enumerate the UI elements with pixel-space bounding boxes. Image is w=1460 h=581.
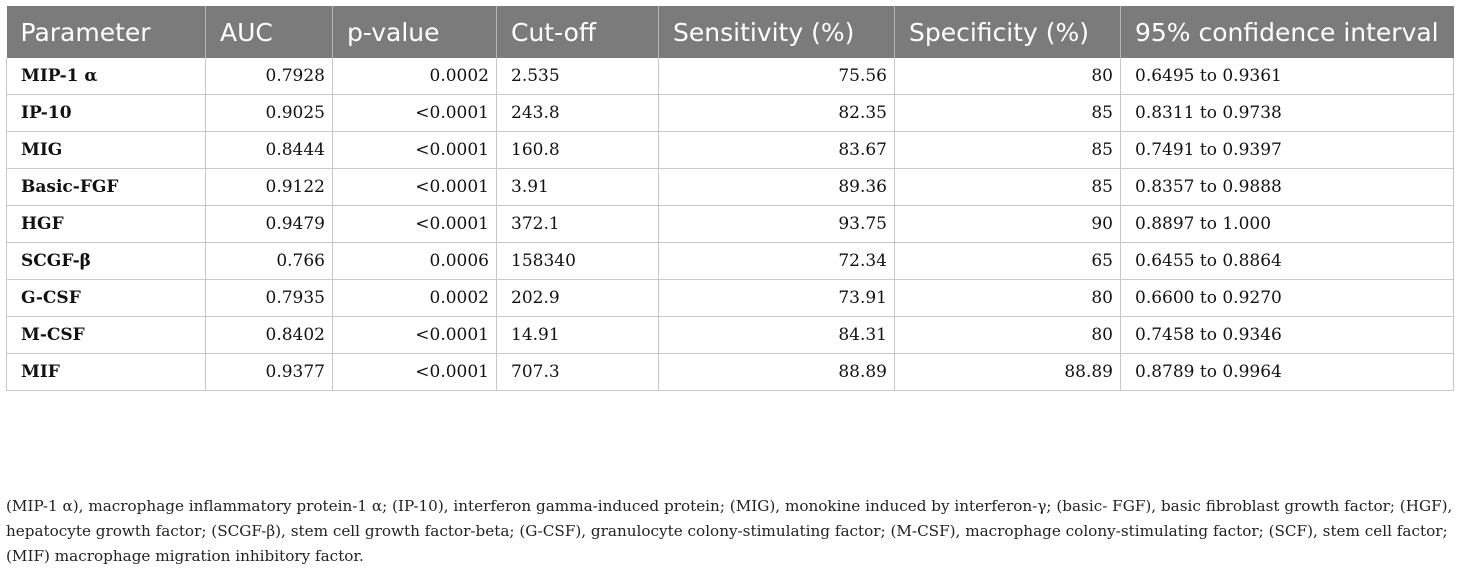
header-auc: AUC [205, 6, 333, 58]
cell-auc: 0.9479 [205, 205, 333, 243]
cell-cut-off: 14.91 [496, 316, 659, 354]
cell-specificity: 85 [894, 94, 1121, 132]
cell-auc: 0.9377 [205, 353, 333, 391]
cell-specificity: 85 [894, 168, 1121, 206]
cell-p-value: 0.0002 [332, 279, 497, 317]
table-footnote: (MIP-1 α), macrophage inflammatory prote… [6, 497, 1453, 565]
table-row: HGF 0.9479 <0.0001 372.1 93.75 90 0.8897… [6, 205, 1454, 243]
cell-p-value: <0.0001 [332, 94, 497, 132]
table-container: Parameter AUC p-value Cut-off Sensitivit… [6, 6, 1454, 391]
cell-specificity: 80 [894, 316, 1121, 354]
cell-cut-off: 3.91 [496, 168, 659, 206]
cell-parameter: M-CSF [6, 316, 206, 354]
table-row: G-CSF 0.7935 0.0002 202.9 73.91 80 0.660… [6, 279, 1454, 317]
cell-sensitivity: 75.56 [658, 58, 895, 95]
cell-p-value: <0.0001 [332, 131, 497, 169]
cell-auc: 0.8402 [205, 316, 333, 354]
table-row: MIG 0.8444 <0.0001 160.8 83.67 85 0.7491… [6, 131, 1454, 169]
table-row: MIF 0.9377 <0.0001 707.3 88.89 88.89 0.8… [6, 353, 1454, 391]
cell-confidence-interval: 0.6600 to 0.9270 [1120, 279, 1454, 317]
cell-confidence-interval: 0.6495 to 0.9361 [1120, 58, 1454, 95]
data-table: Parameter AUC p-value Cut-off Sensitivit… [6, 6, 1454, 391]
cell-sensitivity: 73.91 [658, 279, 895, 317]
cell-sensitivity: 84.31 [658, 316, 895, 354]
cell-specificity: 90 [894, 205, 1121, 243]
cell-confidence-interval: 0.7491 to 0.9397 [1120, 131, 1454, 169]
cell-sensitivity: 89.36 [658, 168, 895, 206]
cell-cut-off: 2.535 [496, 58, 659, 95]
cell-parameter: G-CSF [6, 279, 206, 317]
table-row: SCGF-β 0.766 0.0006 158340 72.34 65 0.64… [6, 242, 1454, 280]
cell-confidence-interval: 0.8897 to 1.000 [1120, 205, 1454, 243]
cell-parameter: MIG [6, 131, 206, 169]
cell-confidence-interval: 0.8789 to 0.9964 [1120, 353, 1454, 391]
cell-p-value: <0.0001 [332, 168, 497, 206]
cell-parameter: IP-10 [6, 94, 206, 132]
cell-cut-off: 158340 [496, 242, 659, 280]
header-confidence-interval: 95% confidence interval [1120, 6, 1454, 58]
cell-specificity: 88.89 [894, 353, 1121, 391]
cell-parameter: MIP-1 α [6, 58, 206, 95]
cell-p-value: <0.0001 [332, 205, 497, 243]
cell-confidence-interval: 0.8311 to 0.9738 [1120, 94, 1454, 132]
header-parameter: Parameter [6, 6, 206, 58]
cell-specificity: 80 [894, 279, 1121, 317]
cell-auc: 0.9025 [205, 94, 333, 132]
cell-cut-off: 707.3 [496, 353, 659, 391]
header-specificity: Specificity (%) [894, 6, 1121, 58]
cell-sensitivity: 88.89 [658, 353, 895, 391]
cell-auc: 0.7928 [205, 58, 333, 95]
cell-cut-off: 160.8 [496, 131, 659, 169]
cell-cut-off: 202.9 [496, 279, 659, 317]
cell-sensitivity: 72.34 [658, 242, 895, 280]
cell-auc: 0.9122 [205, 168, 333, 206]
table-row: M-CSF 0.8402 <0.0001 14.91 84.31 80 0.74… [6, 316, 1454, 354]
header-row: Parameter AUC p-value Cut-off Sensitivit… [6, 6, 1454, 58]
cell-sensitivity: 83.67 [658, 131, 895, 169]
cell-sensitivity: 82.35 [658, 94, 895, 132]
cell-specificity: 65 [894, 242, 1121, 280]
header-sensitivity: Sensitivity (%) [658, 6, 895, 58]
cell-confidence-interval: 0.6455 to 0.8864 [1120, 242, 1454, 280]
cell-parameter: Basic-FGF [6, 168, 206, 206]
table-row: MIP-1 α 0.7928 0.0002 2.535 75.56 80 0.6… [6, 58, 1454, 95]
cell-parameter: MIF [6, 353, 206, 391]
cell-specificity: 80 [894, 58, 1121, 95]
cell-specificity: 85 [894, 131, 1121, 169]
table-row: IP-10 0.9025 <0.0001 243.8 82.35 85 0.83… [6, 94, 1454, 132]
table-row: Basic-FGF 0.9122 <0.0001 3.91 89.36 85 0… [6, 168, 1454, 206]
cell-p-value: 0.0006 [332, 242, 497, 280]
cell-auc: 0.7935 [205, 279, 333, 317]
cell-parameter: HGF [6, 205, 206, 243]
cell-p-value: <0.0001 [332, 316, 497, 354]
cell-confidence-interval: 0.8357 to 0.9888 [1120, 168, 1454, 206]
cell-parameter: SCGF-β [6, 242, 206, 280]
cell-sensitivity: 93.75 [658, 205, 895, 243]
cell-p-value: <0.0001 [332, 353, 497, 391]
cell-confidence-interval: 0.7458 to 0.9346 [1120, 316, 1454, 354]
cell-cut-off: 372.1 [496, 205, 659, 243]
header-p-value: p-value [332, 6, 497, 58]
cell-auc: 0.766 [205, 242, 333, 280]
header-cut-off: Cut-off [496, 6, 659, 58]
cell-auc: 0.8444 [205, 131, 333, 169]
cell-cut-off: 243.8 [496, 94, 659, 132]
cell-p-value: 0.0002 [332, 58, 497, 95]
